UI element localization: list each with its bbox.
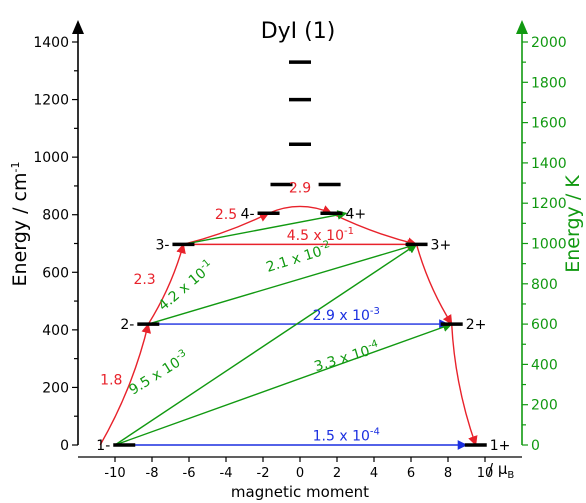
red-transition-label: 2.3 — [133, 272, 155, 288]
x-tick-label: 10 — [477, 466, 494, 481]
y-axis-left-label: Energy / cm-1 — [9, 162, 31, 287]
x-tick-label: -6 — [183, 466, 196, 481]
x-axis: -10 -8 -6 -4 -2 0 2 4 6 8 10 — [78, 456, 522, 481]
right-tick-label: 0 — [531, 438, 540, 454]
green-transition-arrow — [114, 322, 453, 446]
energy-level-label: 1- — [96, 438, 110, 454]
x-tick-label: 2 — [333, 466, 341, 481]
green-transition-label: 3.3 x 10-4 — [312, 338, 382, 375]
right-tick-label: 1000 — [531, 237, 567, 253]
left-tick-label: 800 — [42, 208, 69, 224]
y-axis-right-label: Energy / K — [562, 175, 584, 273]
red-transition-label: 1.8 — [100, 373, 122, 389]
energy-level-label: 4+ — [345, 206, 366, 222]
transition-arrows — [99, 205, 478, 450]
left-axis: 0 200 400 600 800 1000 1200 1400 — [33, 20, 84, 454]
blue-transition-label: 1.5 x 10-4 — [313, 427, 380, 445]
green-transition-label: 9.5 x 10-3 — [125, 348, 192, 399]
x-tick-label: -4 — [220, 466, 233, 481]
energy-level-label: 2+ — [466, 317, 487, 333]
red-transition-arrow — [415, 244, 453, 325]
chart-title: DyI (1) — [261, 19, 336, 44]
green-transition-arrow — [148, 242, 418, 325]
right-tick-label: 800 — [531, 277, 558, 293]
x-axis-unit-label: / μB — [488, 460, 514, 481]
right-axis-arrow — [516, 20, 528, 34]
left-tick-label: 200 — [42, 380, 69, 396]
red-transition-arrow — [268, 205, 333, 215]
right-tick-label: 1200 — [531, 196, 567, 212]
right-tick-label: 600 — [531, 317, 558, 333]
energy-level-label: 3+ — [431, 237, 452, 253]
left-tick-label: 1200 — [33, 93, 69, 109]
blue-transition-label: 2.9 x 10-3 — [313, 306, 380, 324]
x-tick-label: -10 — [104, 466, 125, 481]
red-transition-label: 2.5 — [215, 207, 237, 223]
right-tick-label: 1400 — [531, 156, 567, 172]
green-transition-arrow — [183, 210, 348, 246]
left-axis-ticks: 0 200 400 600 800 1000 1200 1400 — [33, 35, 78, 454]
right-tick-label: 400 — [531, 357, 558, 373]
energy-level-label: 1+ — [490, 438, 511, 454]
green-transition-arrow — [114, 243, 418, 446]
x-tick-label: 4 — [370, 466, 378, 481]
x-tick-label: 6 — [407, 466, 415, 481]
red-transition-label: 4.5 x 10-1 — [287, 226, 354, 244]
red-transition-arrow — [451, 324, 478, 446]
right-tick-label: 1600 — [531, 116, 567, 132]
x-axis-label: magnetic moment — [231, 483, 369, 501]
left-tick-label: 600 — [42, 265, 69, 281]
right-axis-ticks: 0 200 400 600 800 1000 1200 1400 1600 1800 2000 — [522, 35, 567, 454]
x-axis-ticks: -10 -8 -6 -4 -2 0 2 4 6 8 10 — [104, 457, 493, 481]
x-tick-label: 8 — [444, 466, 452, 481]
left-tick-label: 1400 — [33, 35, 69, 51]
left-tick-label: 400 — [42, 323, 69, 339]
left-tick-label: 0 — [60, 438, 69, 454]
right-tick-label: 2000 — [531, 35, 567, 51]
energy-level-label: 3- — [155, 237, 169, 253]
x-tick-label: -8 — [146, 466, 159, 481]
right-axis: 0 200 400 600 800 1000 1200 1400 1600 1800 2000 — [516, 20, 567, 454]
x-tick-label: 0 — [296, 466, 304, 481]
red-transition-arrow — [99, 323, 152, 446]
left-axis-arrow — [72, 20, 84, 34]
left-tick-label: 1000 — [33, 150, 69, 166]
right-tick-label: 200 — [531, 398, 558, 414]
red-transition-arrow — [147, 243, 186, 325]
x-tick-label: -2 — [257, 466, 270, 481]
energy-level-label: 4- — [241, 206, 255, 222]
red-transition-label: 2.9 — [289, 180, 311, 196]
right-tick-label: 1800 — [531, 75, 567, 91]
energy-levels: 1- 1+ 2- 2+ 3- 3+ 4- 4+ — [96, 60, 511, 454]
energy-level-label: 2- — [120, 317, 134, 333]
